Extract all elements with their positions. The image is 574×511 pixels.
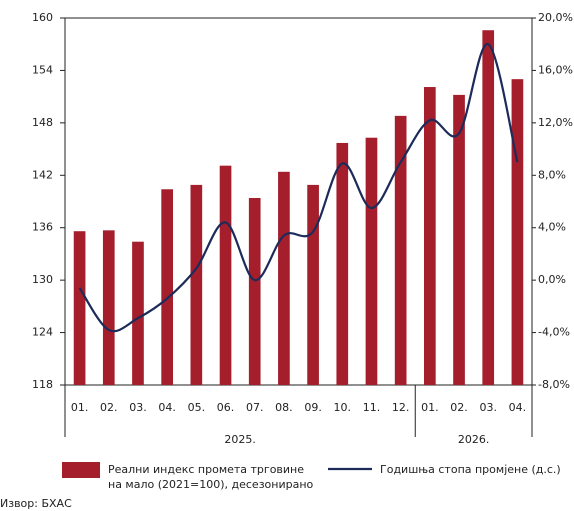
x-tick-label: 09. [304, 401, 322, 414]
bar [511, 79, 524, 386]
y2-tick-label: 4,0% [538, 221, 566, 234]
bar [132, 241, 144, 385]
y-tick-label: 130 [32, 273, 53, 286]
legend-label: Годишња стопа промјене (д.с.) [380, 463, 561, 476]
group-label: 2025. [224, 433, 256, 446]
bar [336, 142, 349, 385]
group-label: 2026. [458, 433, 490, 446]
bar [424, 87, 436, 386]
bar [365, 137, 378, 385]
bar [73, 231, 86, 385]
x-tick-label: 01. [421, 401, 439, 414]
legend-label: Реални индекс промета трговине на мало (… [108, 463, 314, 491]
legend-swatch [62, 462, 100, 478]
y2-tick-label: 8,0% [538, 168, 566, 181]
bar [453, 94, 465, 386]
y-tick-label: 124 [32, 326, 53, 339]
y-tick-label: 136 [32, 221, 53, 234]
y-tick-label: 142 [32, 168, 53, 181]
y-tick-label: 148 [32, 116, 53, 129]
x-tick-label: 06. [217, 401, 235, 414]
x-tick-label: 02. [450, 401, 468, 414]
bar [307, 184, 319, 385]
x-tick-label: 04. [509, 401, 527, 414]
y-tick-label: 154 [32, 63, 53, 76]
y2-tick-label: 16,0% [538, 63, 573, 76]
x-tick-label: 04. [158, 401, 176, 414]
x-tick-label: 11. [363, 401, 381, 414]
line [78, 43, 519, 333]
x-tick-label: 08. [275, 401, 293, 414]
bar [102, 230, 115, 385]
y2-tick-label: 20,0% [538, 11, 573, 24]
y2-tick-label: -8,0% [538, 378, 570, 391]
y-tick-label: 118 [32, 378, 53, 391]
x-tick-label: 03. [479, 401, 497, 414]
bar [482, 30, 495, 385]
x-tick-label: 10. [334, 401, 352, 414]
y2-tick-label: 0,0% [538, 273, 566, 286]
bar [161, 189, 173, 385]
x-tick-label: 07. [246, 401, 264, 414]
y2-tick-label: 12,0% [538, 116, 573, 129]
bar [278, 171, 290, 385]
y-tick-label: 160 [32, 11, 53, 24]
source: Извор: БХАС [0, 497, 72, 510]
x-tick-label: 12. [392, 401, 410, 414]
bar [248, 198, 261, 385]
x-tick-label: 05. [188, 401, 206, 414]
x-tick-label: 03. [129, 401, 147, 414]
bar [219, 165, 232, 385]
bar [190, 184, 203, 385]
plot-frame [64, 17, 533, 386]
x-tick-label: 02. [100, 401, 118, 414]
x-tick-label: 01. [71, 401, 89, 414]
bar [394, 115, 407, 385]
y2-tick-label: -4,0% [538, 326, 570, 339]
